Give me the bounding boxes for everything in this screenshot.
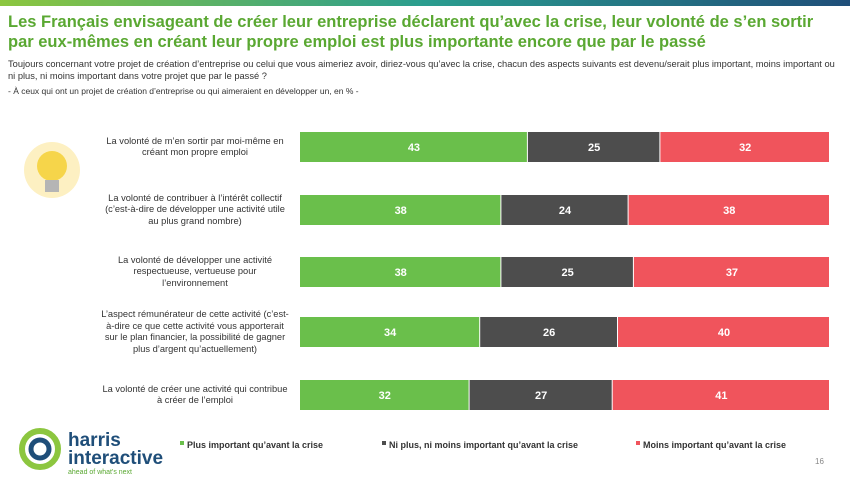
logo-mark bbox=[19, 428, 61, 470]
category-label: La volonté de m’en sortir par moi-même e… bbox=[106, 135, 284, 158]
category-label: La volonté de contribuer à l’intérêt col… bbox=[105, 192, 285, 226]
bar-segment bbox=[480, 317, 617, 347]
legend-label: Moins important qu’avant la crise bbox=[643, 440, 787, 450]
bar-segment bbox=[527, 132, 660, 162]
page-number: 16 bbox=[815, 457, 824, 466]
data-label: 40 bbox=[718, 327, 730, 339]
category-label: L’aspect rémunérateur de cette activité … bbox=[101, 309, 289, 354]
category-label: La volonté de développer une activité re… bbox=[117, 254, 273, 288]
chart-title: Les Français envisageant de créer leur e… bbox=[8, 13, 814, 51]
data-label: 32 bbox=[379, 390, 391, 402]
data-label: 41 bbox=[715, 390, 727, 402]
data-label: 24 bbox=[559, 205, 572, 217]
note: - À ceux qui ont un projet de création d… bbox=[8, 86, 359, 96]
bar-segment bbox=[300, 380, 469, 410]
data-label: 34 bbox=[384, 327, 397, 339]
bar-segment bbox=[618, 317, 829, 347]
tagline: ahead of what's next bbox=[68, 469, 132, 476]
legend-swatch bbox=[382, 441, 386, 445]
brand: interactive bbox=[68, 448, 163, 469]
bar-segment bbox=[628, 195, 829, 225]
legend-label: Plus important qu’avant la crise bbox=[187, 440, 324, 450]
bar-segment bbox=[660, 132, 829, 162]
data-label: 27 bbox=[535, 390, 547, 402]
top-band bbox=[0, 0, 850, 6]
data-label: 38 bbox=[395, 205, 407, 217]
bar-segment bbox=[612, 380, 829, 410]
legend-swatch bbox=[636, 441, 640, 445]
lightbulb-icon bbox=[24, 142, 80, 198]
data-label: 32 bbox=[739, 142, 751, 154]
bar-segment bbox=[501, 195, 628, 225]
bar-segment bbox=[300, 257, 501, 287]
legend-label: Ni plus, ni moins important qu’avant la … bbox=[389, 440, 579, 450]
bar-segment bbox=[300, 195, 501, 225]
data-label: 43 bbox=[408, 142, 420, 154]
bar-segment bbox=[300, 132, 527, 162]
bar-segment bbox=[501, 257, 633, 287]
data-label: 25 bbox=[562, 267, 574, 279]
subtitle: Toujours concernant votre projet de créa… bbox=[8, 59, 835, 81]
data-label: 25 bbox=[588, 142, 600, 154]
data-label: 37 bbox=[726, 267, 738, 279]
data-label: 38 bbox=[723, 205, 735, 217]
brand: harris bbox=[68, 430, 121, 451]
bar-segment bbox=[633, 257, 829, 287]
data-label: 38 bbox=[395, 267, 407, 279]
legend-swatch bbox=[180, 441, 184, 445]
category-label: La volonté de créer une activité qui con… bbox=[102, 383, 288, 406]
bar-segment bbox=[300, 317, 480, 347]
bar-segment bbox=[469, 380, 612, 410]
data-label: 26 bbox=[543, 327, 555, 339]
